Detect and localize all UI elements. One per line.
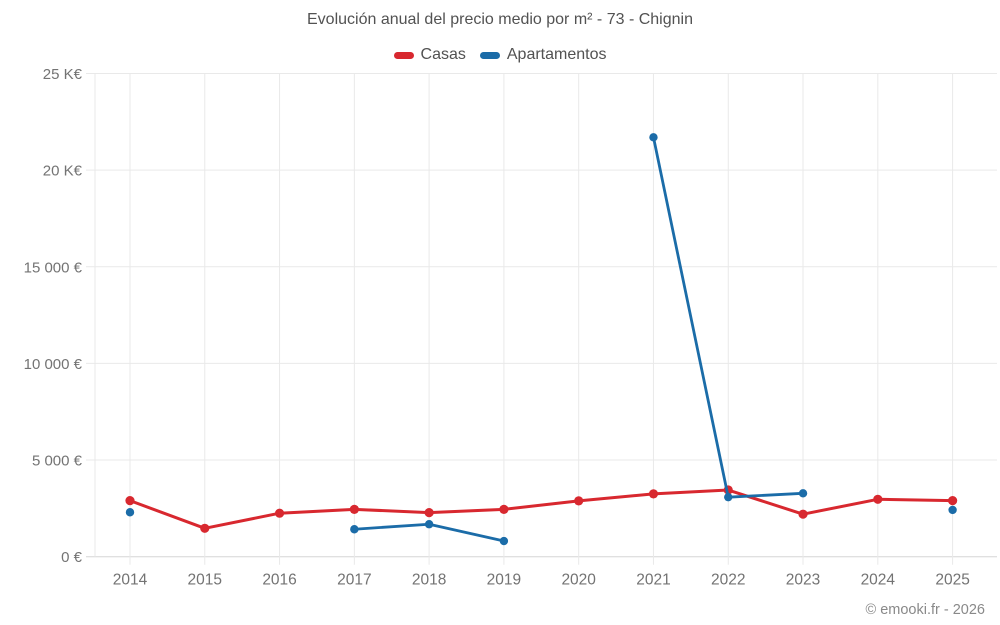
svg-text:2014: 2014	[113, 572, 148, 589]
svg-text:10 000 €: 10 000 €	[24, 356, 83, 373]
chart-legend: Casas Apartamentos	[0, 46, 1000, 64]
svg-text:2017: 2017	[337, 572, 371, 589]
svg-text:2021: 2021	[636, 572, 670, 589]
svg-text:2022: 2022	[711, 572, 745, 589]
svg-text:0 €: 0 €	[61, 549, 83, 566]
legend-item-apartamentos[interactable]: Apartamentos	[479, 46, 607, 64]
svg-text:25 K€: 25 K€	[43, 66, 83, 83]
svg-text:2015: 2015	[188, 572, 222, 589]
copyright: © emooki.fr - 2026	[865, 602, 985, 618]
svg-text:20 K€: 20 K€	[43, 163, 83, 180]
casas-series-swatch-icon	[393, 51, 414, 59]
svg-text:15 000 €: 15 000 €	[24, 259, 83, 276]
svg-text:2019: 2019	[487, 572, 521, 589]
svg-text:2023: 2023	[786, 572, 820, 589]
legend-label-apartamentos: Apartamentos	[506, 46, 607, 63]
svg-text:2025: 2025	[935, 572, 969, 589]
svg-text:2016: 2016	[262, 572, 296, 589]
svg-text:5 000 €: 5 000 €	[32, 453, 83, 470]
svg-text:2020: 2020	[561, 572, 596, 589]
chart-title: Evolución anual del precio medio por m² …	[307, 11, 693, 28]
svg-text:2024: 2024	[861, 572, 896, 589]
svg-text:2018: 2018	[412, 572, 446, 589]
legend-label-casas: Casas	[420, 46, 466, 63]
apartamentos-series-swatch-icon	[479, 51, 500, 59]
legend-item-casas[interactable]: Casas	[393, 46, 466, 64]
